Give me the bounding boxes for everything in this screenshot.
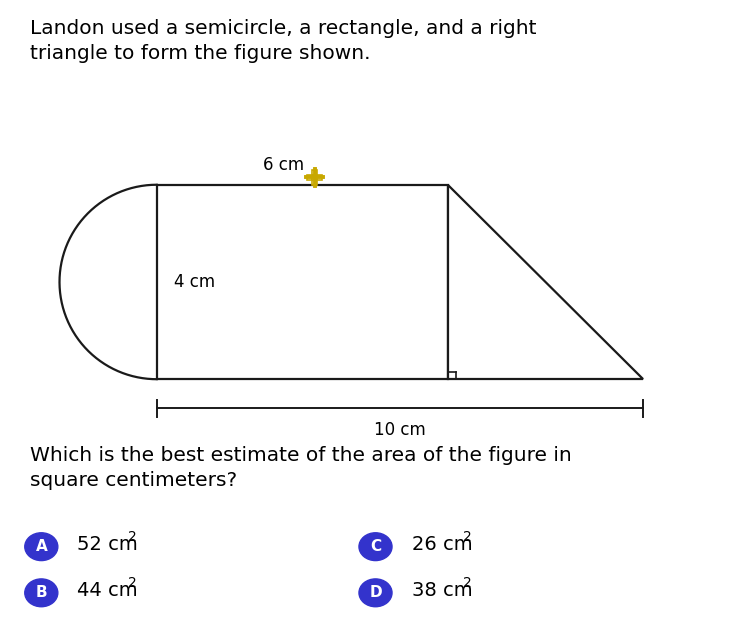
Text: 2: 2 — [463, 530, 472, 544]
Text: C: C — [370, 539, 381, 554]
Bar — [312, 170, 317, 175]
Bar — [317, 175, 322, 180]
Text: 2: 2 — [128, 576, 137, 590]
Text: 6 cm: 6 cm — [263, 156, 303, 174]
Text: 52 cm: 52 cm — [77, 535, 138, 554]
Text: 10 cm: 10 cm — [374, 420, 426, 439]
Bar — [312, 180, 317, 185]
Text: Landon used a semicircle, a rectangle, and a right
triangle to form the figure s: Landon used a semicircle, a rectangle, a… — [30, 19, 536, 63]
Polygon shape — [448, 185, 643, 379]
Text: 4 cm: 4 cm — [173, 273, 215, 291]
Text: 38 cm: 38 cm — [412, 581, 472, 600]
Text: 2: 2 — [128, 530, 137, 544]
Text: 2: 2 — [463, 576, 472, 590]
Text: B: B — [35, 585, 47, 600]
Text: 26 cm: 26 cm — [412, 535, 472, 554]
Text: 44 cm: 44 cm — [77, 581, 138, 600]
Bar — [307, 175, 312, 180]
Text: D: D — [369, 585, 382, 600]
Polygon shape — [157, 185, 448, 379]
Text: Which is the best estimate of the area of the figure in
square centimeters?: Which is the best estimate of the area o… — [30, 446, 572, 490]
Text: A: A — [35, 539, 47, 554]
